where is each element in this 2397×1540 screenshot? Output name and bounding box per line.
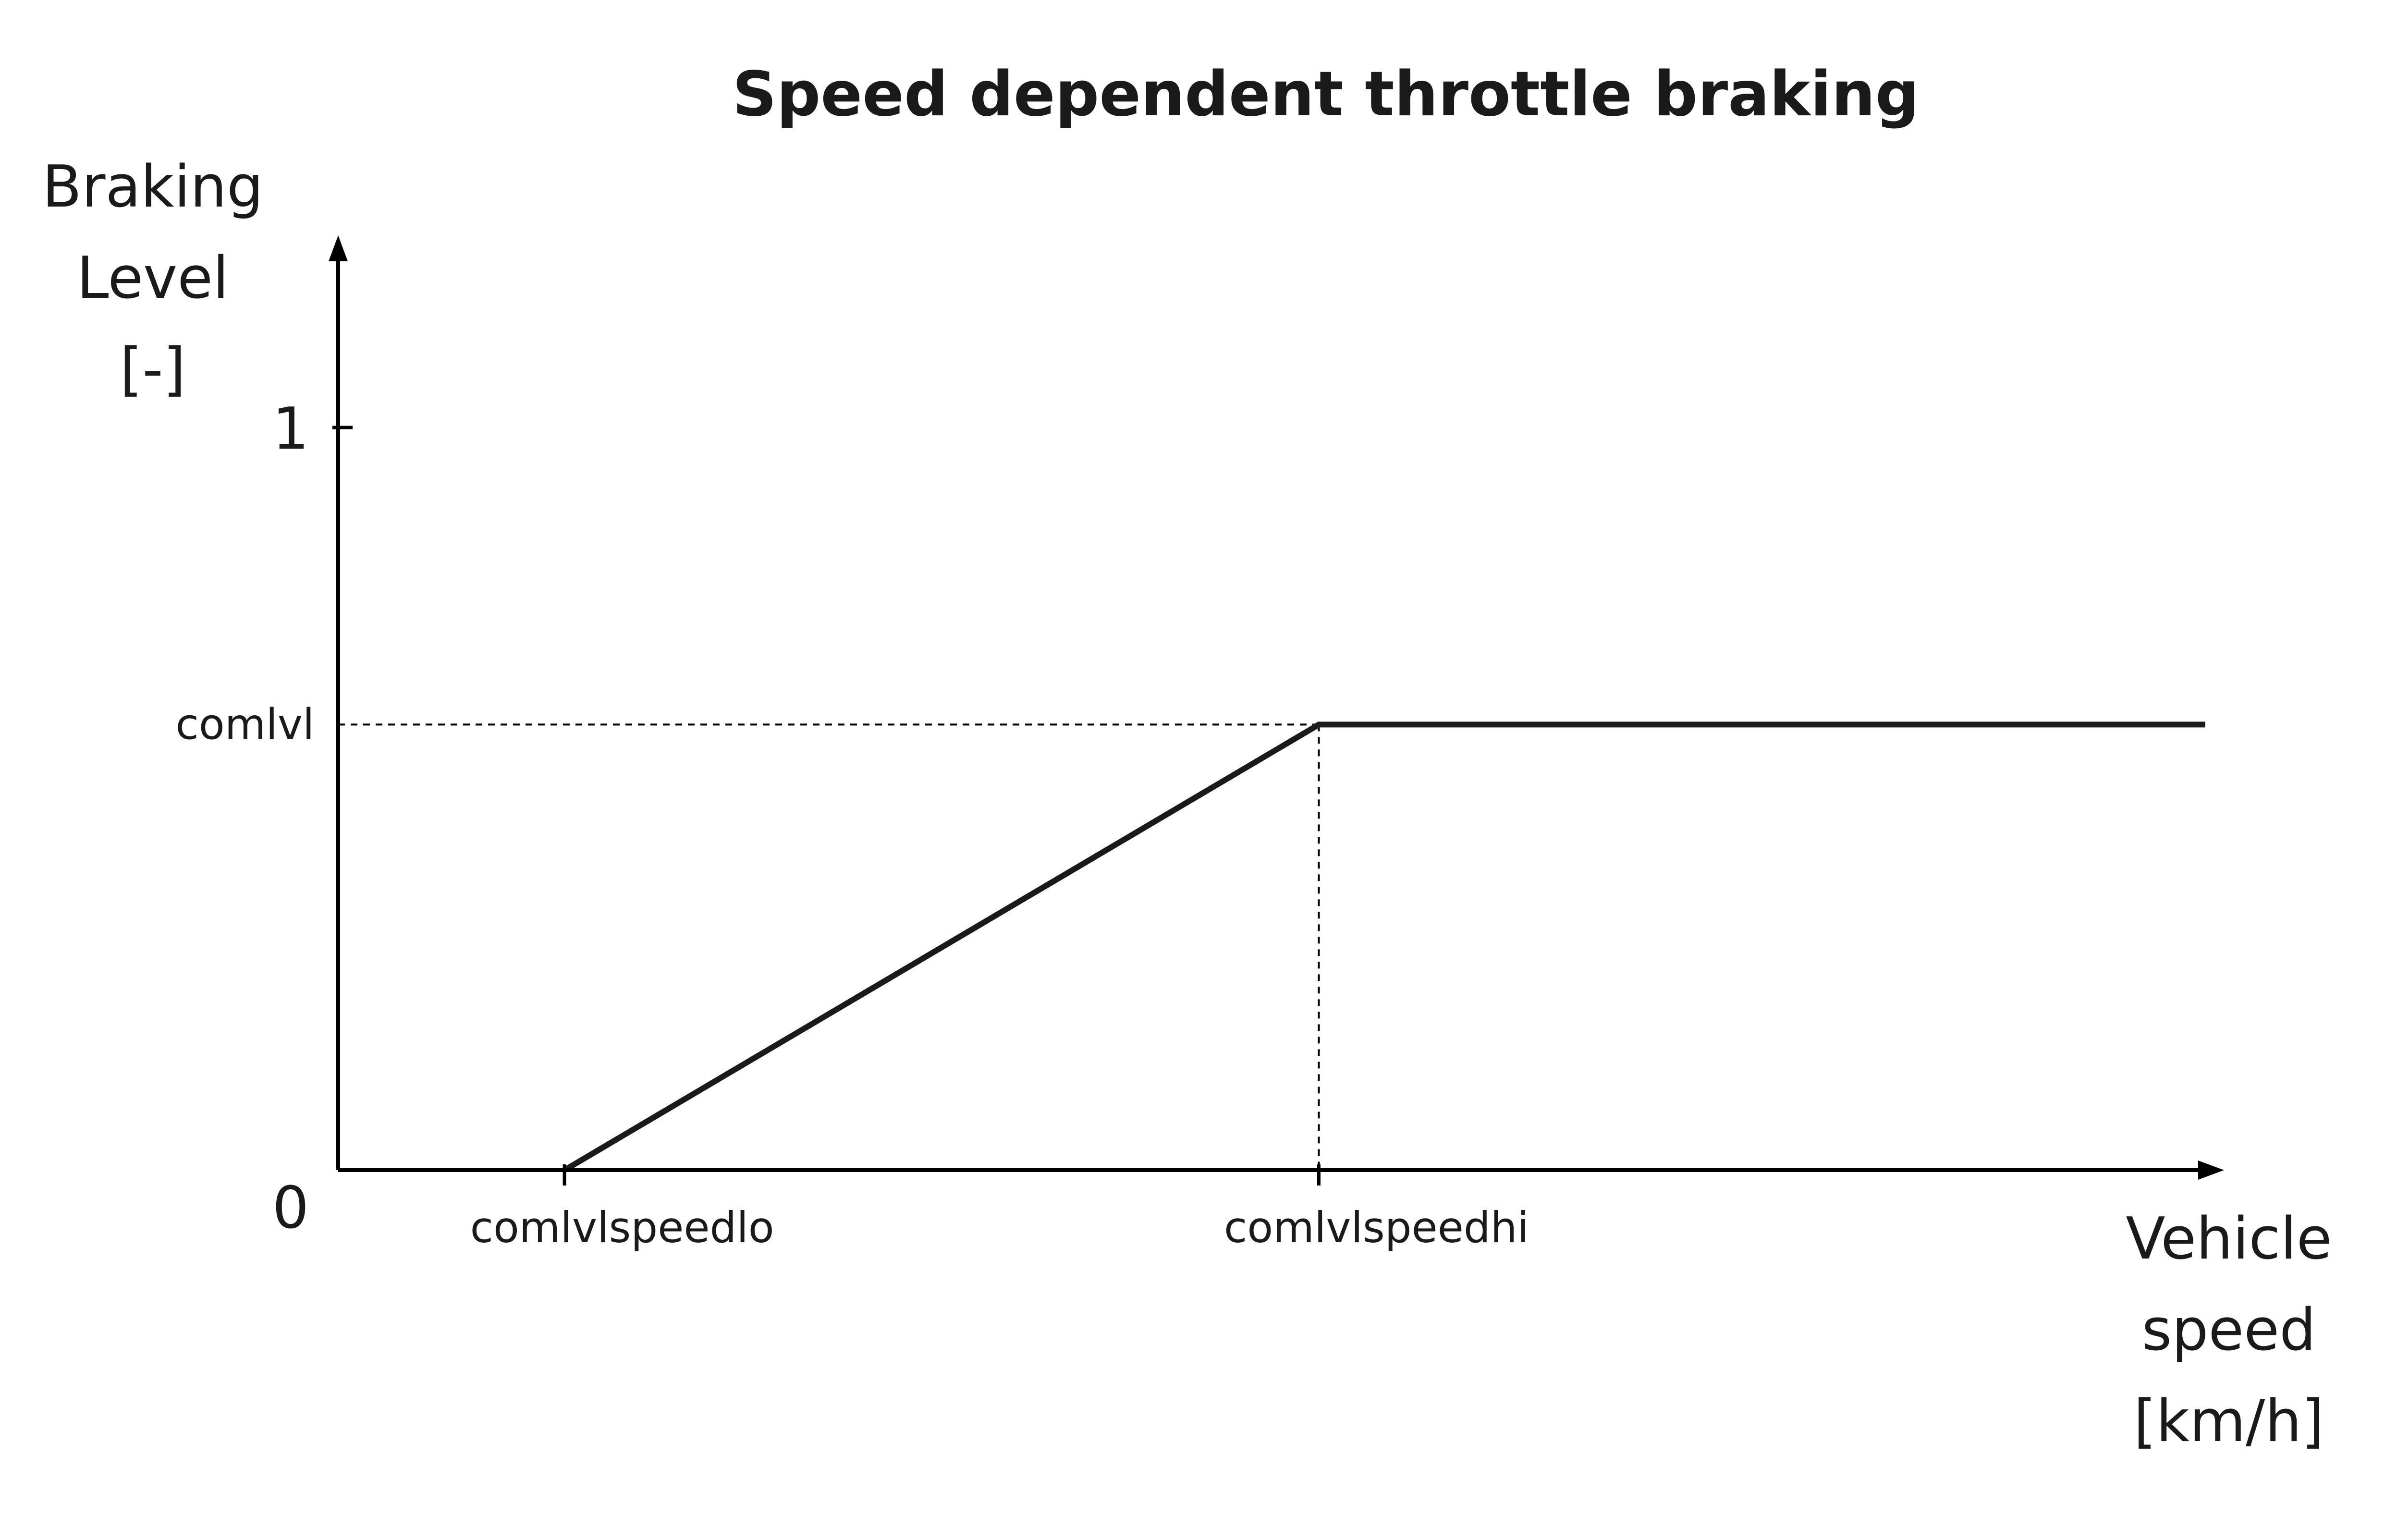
y-axis-label-line-3: [-] xyxy=(120,336,186,403)
y-axis-label-line-1: Braking xyxy=(42,154,263,220)
x-axis-arrow xyxy=(2198,1161,2224,1180)
x-axis-label-line-3: [km/h] xyxy=(2134,1388,2324,1455)
series-line xyxy=(563,721,2205,1173)
axes xyxy=(329,235,2224,1180)
y-axis-arrow xyxy=(329,235,348,261)
x-axis-label-line-2: speed xyxy=(2142,1297,2316,1364)
x-axis-label-line-1: Vehicle xyxy=(2126,1206,2332,1272)
x-tick-label: comlvlspeedlo xyxy=(470,1203,774,1252)
chart-title: Speed dependent throttle braking xyxy=(733,59,1920,130)
y-axis-label-line-2: Level xyxy=(77,245,229,312)
y-axis-label: Braking Level [-] xyxy=(42,154,263,403)
guide-lines xyxy=(338,723,1320,1170)
x-axis-label: Vehicle speed [km/h] xyxy=(2126,1206,2332,1455)
series-group xyxy=(563,721,2205,1173)
x-tick-label: comlvlspeedhi xyxy=(1224,1203,1529,1252)
y-tick-label: 1 xyxy=(272,396,309,463)
ticks: 0 1 comlvlspeedlo comlvlspeedhi comlvl xyxy=(176,396,1529,1252)
y-tick-label: 0 xyxy=(272,1175,309,1242)
y-reference-label: comlvl xyxy=(176,699,315,749)
